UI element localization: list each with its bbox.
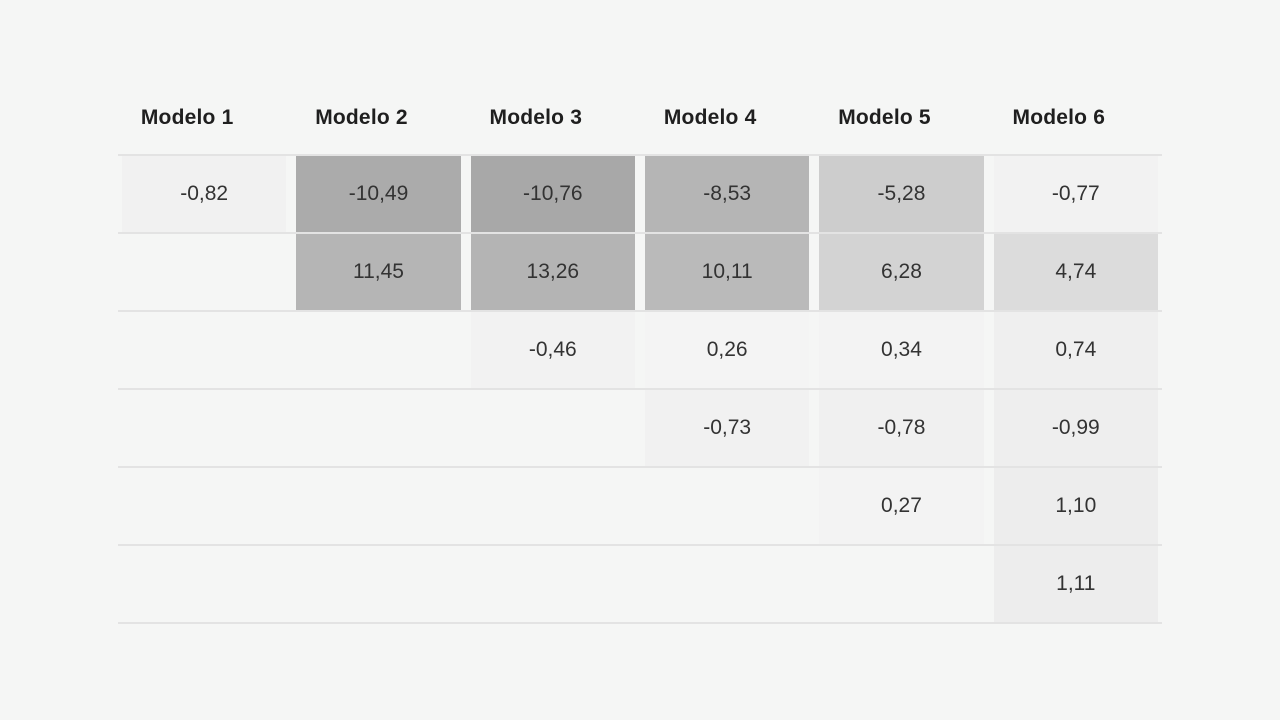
table-cell — [122, 234, 286, 310]
table-cell: -5,28 — [819, 156, 984, 232]
table-row: 1,11 — [118, 544, 1162, 622]
column-header-modelo-3: Modelo 3 — [489, 106, 583, 129]
model-comparison-heatmap-table: Modelo 1 Modelo 2 Modelo 3 Modelo 4 Mode… — [118, 90, 1162, 624]
table-cell: 0,74 — [993, 312, 1158, 388]
table-cell — [296, 312, 460, 388]
table-row: -0,73 -0,78 -0,99 — [118, 388, 1162, 466]
table-cell: -0,82 — [122, 156, 287, 232]
table-row: -0,46 0,26 0,34 0,74 — [118, 310, 1162, 388]
table-row: 0,27 1,10 — [118, 466, 1162, 544]
table-cell: 0,34 — [819, 312, 984, 388]
table-cell — [296, 390, 460, 466]
table-cell — [122, 546, 286, 622]
table-cell: 1,10 — [993, 468, 1158, 544]
table-cell: 4,74 — [993, 234, 1158, 310]
table-cell — [645, 468, 809, 544]
table-cell: -10,49 — [296, 156, 461, 232]
table-cell — [471, 546, 635, 622]
table-row: -0,82 -10,49 -10,76 -8,53 -5,28 -0,77 — [118, 154, 1162, 232]
table-cell: 10,11 — [644, 234, 810, 310]
table-cell — [122, 312, 286, 388]
table-cell: -0,77 — [993, 156, 1158, 232]
table-cell: -8,53 — [644, 156, 810, 232]
table-cell — [819, 546, 983, 622]
table-cell: 0,26 — [644, 312, 810, 388]
table-cell — [471, 468, 635, 544]
table-cell: -0,73 — [644, 390, 810, 466]
column-header-modelo-1: Modelo 1 — [140, 106, 234, 129]
table-cell: 13,26 — [470, 234, 635, 310]
table-cell: 11,45 — [296, 234, 461, 310]
table-cell — [645, 546, 809, 622]
table-row: 11,45 13,26 10,11 6,28 4,74 — [118, 232, 1162, 310]
table-cell: -0,99 — [993, 390, 1158, 466]
table-cell — [296, 546, 460, 622]
table-cell — [122, 390, 286, 466]
column-header-modelo-2: Modelo 2 — [315, 106, 408, 129]
table-cell: -0,46 — [470, 312, 635, 388]
table-cell: 1,11 — [993, 546, 1158, 622]
table-cell — [122, 468, 286, 544]
table-cell — [471, 390, 635, 466]
table-cell: 6,28 — [819, 234, 984, 310]
column-header-modelo-6: Modelo 6 — [1012, 106, 1106, 129]
column-header-modelo-4: Modelo 4 — [663, 106, 757, 129]
table-cell: -10,76 — [470, 156, 635, 232]
table-cell: 0,27 — [819, 468, 984, 544]
table-cell — [296, 468, 460, 544]
table-header-row: Modelo 1 Modelo 2 Modelo 3 Modelo 4 Mode… — [118, 90, 1162, 154]
column-header-modelo-5: Modelo 5 — [838, 106, 931, 129]
table-cell: -0,78 — [819, 390, 984, 466]
